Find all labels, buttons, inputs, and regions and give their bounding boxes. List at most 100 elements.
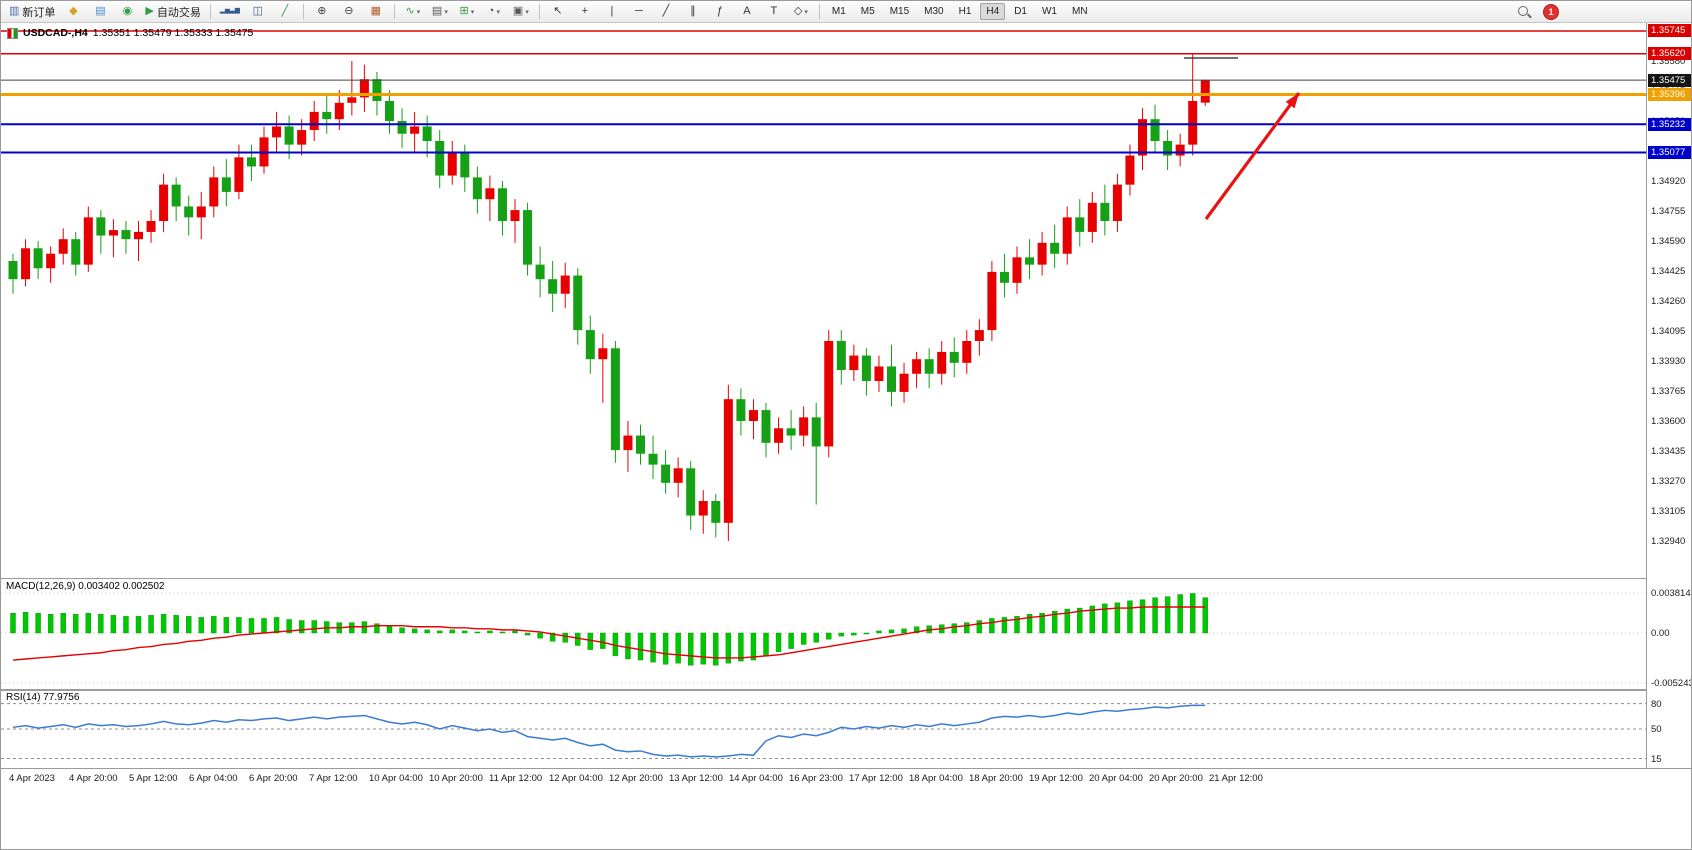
chevron-down-icon: ▾ <box>444 8 448 16</box>
shapes-icon: ◇ <box>793 5 803 17</box>
add-indicator-button[interactable]: ⊞ ▾ <box>454 2 480 22</box>
time-axis-label: 19 Apr 12:00 <box>1029 773 1083 784</box>
time-axis-label: 10 Apr 04:00 <box>369 773 423 784</box>
timeframe-h1[interactable]: H1 <box>958 6 972 17</box>
text-button[interactable]: A <box>734 2 760 22</box>
time-axis-label: 4 Apr 2023 <box>9 773 55 784</box>
periods-button[interactable]: ◔ ▾ <box>481 2 507 22</box>
chevron-down-icon: ▾ <box>470 8 475 16</box>
chart-symbol-icon <box>7 27 18 39</box>
indicators-button[interactable]: ∿ ▾ <box>400 2 426 22</box>
new-order-icon: ▥ <box>9 5 20 17</box>
timeframe-m15[interactable]: M15 <box>889 6 910 17</box>
price-axis-label: 1.34590 <box>1651 236 1686 247</box>
timeframe-m5[interactable]: M5 <box>860 6 875 17</box>
horizontal-line-button[interactable]: ─ <box>626 2 652 22</box>
compass-icon: ◆ <box>69 5 78 17</box>
macd-axis-label: 0.003814 <box>1651 588 1691 600</box>
headset-icon: ◉ <box>122 5 133 17</box>
zoom-in-button[interactable]: ⊕ <box>309 2 335 22</box>
time-axis-label: 18 Apr 20:00 <box>969 773 1023 784</box>
time-axis-label: 11 Apr 12:00 <box>489 773 543 784</box>
price-axis-label: 1.34260 <box>1651 296 1686 307</box>
depth-of-market-button[interactable]: ▤ <box>87 2 113 22</box>
vertical-line-button[interactable]: | <box>599 2 625 22</box>
toolbar: ▥ 新订单 ◆ ▤ ◉ ▶ 自动交易 ▂▅▃▆ ◫ ╱ ⊕ ⊖ ▦ ∿ ▾ ▤ ▾ ⊞ ▾ ◔ ▾ ▣ ▾ ↖ + | ─ ╱ ∥ ƒ A T… <box>1 1 1691 23</box>
indicators-icon: ∿ <box>405 5 415 17</box>
price-tag-1.35077: 1.35077 <box>1648 145 1691 159</box>
rsi-indicator-label: RSI(14) 77.9756 <box>6 692 80 703</box>
trend-arrow-head <box>1285 93 1299 109</box>
toolbar-separator <box>209 4 211 19</box>
time-axis-label: 17 Apr 12:00 <box>849 773 903 784</box>
panel-separator-rsi[interactable] <box>1 689 1691 691</box>
rsi-line <box>12 704 1206 758</box>
rsi-level-label: 50 <box>1651 724 1662 735</box>
price-axis-label: 1.35580 <box>1651 56 1686 67</box>
channel-icon: ∥ <box>690 5 696 17</box>
text-icon: A <box>743 5 751 17</box>
timeframe-m1[interactable]: M1 <box>831 6 846 17</box>
toolbar-separator <box>818 4 820 19</box>
trend-arrow[interactable] <box>1204 92 1301 220</box>
timeframe-m30[interactable]: M30 <box>924 6 944 17</box>
chevron-down-icon: ▾ <box>496 8 500 16</box>
cursor-button[interactable]: ↖ <box>545 2 571 22</box>
price-axis-label: 1.32940 <box>1651 536 1686 547</box>
time-axis-label: 4 Apr 20:00 <box>69 773 118 784</box>
timeframe-w1[interactable]: W1 <box>1041 6 1057 17</box>
search-icon[interactable] <box>1517 5 1532 19</box>
line-chart-icon: ╱ <box>281 5 289 17</box>
alerts-button[interactable]: ◉ <box>114 2 140 22</box>
shapes-button[interactable]: ◇ ▾ <box>788 2 814 22</box>
zoom-out-button[interactable]: ⊖ <box>336 2 362 22</box>
price-chart-canvas[interactable] <box>1 25 1646 578</box>
autotrade-icon: ▶ <box>145 5 154 17</box>
toolbar-separator <box>393 4 395 19</box>
macd-panel-canvas[interactable] <box>1 579 1646 689</box>
rsi-panel-canvas[interactable] <box>1 691 1646 767</box>
panel-separator-macd[interactable] <box>1 577 1691 579</box>
time-axis[interactable]: 4 Apr 2023 4 Apr 20:00 5 Apr 12:00 6 Apr 04… <box>1 768 1691 789</box>
time-axis-label: 16 Apr 23:00 <box>789 773 843 784</box>
rsi-level-label: 80 <box>1651 698 1662 710</box>
price-tag-1.35232: 1.35232 <box>1648 117 1691 131</box>
channel-button[interactable]: ∥ <box>680 2 706 22</box>
chart-title: USDCAD-,H4 1.35351 1.35479 1.35333 1.354… <box>7 27 253 39</box>
bar-chart-button[interactable]: ▂▅▃▆ <box>216 2 244 22</box>
autotrade-button[interactable]: ▶ 自动交易 <box>141 2 204 22</box>
tile-windows-button[interactable]: ▦ <box>363 2 389 22</box>
compass-button[interactable]: ◆ <box>60 2 86 22</box>
charts-list-button[interactable]: ▤ ▾ <box>427 2 453 22</box>
candlestick-chart-button[interactable]: ◫ <box>245 2 271 22</box>
timeframe-d1[interactable]: D1 <box>1014 6 1027 17</box>
price-axis-label: 1.34755 <box>1651 206 1686 217</box>
bar-chart-icon: ▂▅▃▆ <box>219 7 240 15</box>
macd-signal-line <box>12 606 1206 661</box>
time-axis-label: 6 Apr 20:00 <box>249 773 298 784</box>
price-axis[interactable]: 1.355801.354151.352501.350851.349201.347… <box>1646 23 1691 768</box>
templates-button[interactable]: ▣ ▾ <box>508 2 534 22</box>
label-button[interactable]: T <box>761 2 787 22</box>
toolbar-groups: ▥ 新订单 ◆ ▤ ◉ ▶ 自动交易 ▂▅▃▆ ◫ ╱ ⊕ ⊖ ▦ ∿ ▾ ▤ ▾ ⊞ ▾ ◔ ▾ ▣ ▾ ↖ + | ─ ╱ ∥ ƒ A T… <box>5 2 1095 22</box>
crosshair-button[interactable]: + <box>572 2 598 22</box>
trendline-button[interactable]: ╱ <box>653 2 679 22</box>
time-axis-label: 14 Apr 04:00 <box>729 773 783 784</box>
zoom-in-icon: ⊕ <box>317 5 327 17</box>
line-chart-button[interactable]: ╱ <box>272 2 298 22</box>
price-axis-label: 1.33270 <box>1651 476 1686 487</box>
add-indicator-icon: ⊞ <box>459 5 469 17</box>
timeframe-h4[interactable]: H4 <box>980 3 1006 20</box>
price-tag-1.35475: 1.35475 <box>1648 73 1691 87</box>
chart-ohlc-quote: 1.35351 1.35479 1.35333 1.35475 <box>92 27 254 39</box>
toolbar-right: 1 <box>1517 3 1559 20</box>
template-icon: ▣ <box>512 5 524 17</box>
timeframe-mn[interactable]: MN <box>1071 6 1088 17</box>
macd-axis-label: 0.00 <box>1651 628 1670 639</box>
depth-icon: ▤ <box>95 5 106 17</box>
fibonacci-button[interactable]: ƒ <box>707 2 733 22</box>
new-order-button[interactable]: ▥ 新订单 <box>5 2 59 22</box>
notification-badge[interactable]: 1 <box>1543 3 1559 20</box>
cursor-icon: ↖ <box>553 5 563 17</box>
chart-symbol-period: USDCAD-,H4 <box>23 27 88 39</box>
